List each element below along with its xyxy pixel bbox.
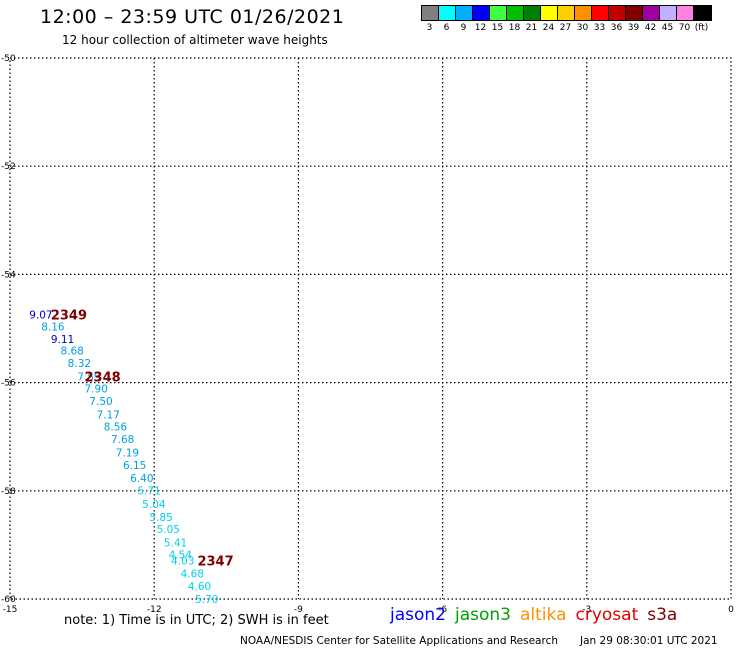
wave-height-label: 5.71 — [137, 485, 160, 497]
legend-label: 30 — [576, 23, 589, 33]
y-tick-label: -52 — [1, 162, 16, 172]
page-subtitle: 12 hour collection of altimeter wave hei… — [62, 33, 328, 47]
wave-height-label: 7.17 — [97, 410, 120, 422]
legend-label: 45 — [661, 23, 674, 33]
legend-label: 27 — [559, 23, 572, 33]
legend-label: 39 — [627, 23, 640, 33]
satellite-altika: altika — [520, 605, 567, 625]
x-tick-label: -3 — [582, 605, 591, 615]
satellite-s3a: s3a — [647, 605, 678, 625]
wave-height-label: 4.54 — [169, 550, 193, 562]
legend-swatch — [439, 6, 456, 20]
wave-height-label: 4.60 — [188, 581, 211, 593]
y-tick-label: -54 — [1, 270, 16, 280]
footer-note: note: 1) Time is in UTC; 2) SWH is in fe… — [64, 613, 329, 628]
legend-swatch — [524, 6, 541, 20]
x-tick-label: -6 — [438, 605, 447, 615]
x-tick-label: 0 — [728, 605, 734, 615]
legend-label: 18 — [508, 23, 521, 33]
wave-height-label: 7.90 — [85, 384, 108, 396]
y-tick-label: -56 — [1, 379, 16, 389]
legend-swatch — [609, 6, 626, 20]
wave-height-label: 5.85 — [149, 512, 172, 524]
wave-height-label: 6.40 — [130, 473, 153, 485]
legend-swatch — [626, 6, 643, 20]
wave-height-label: 7.50 — [89, 396, 112, 408]
legend-swatch — [677, 6, 694, 20]
legend-swatches — [421, 5, 712, 21]
wave-height-label: 7.68 — [111, 434, 134, 446]
time-mark-label: 2349 — [51, 308, 87, 323]
legend-swatch — [456, 6, 473, 20]
legend-swatch — [490, 6, 507, 20]
satellite-legend: jason2 jason3 altika cryosat s3a — [390, 605, 686, 625]
y-tick-label: -58 — [1, 487, 16, 497]
legend-label: 24 — [542, 23, 555, 33]
color-legend: 3 6 9 12 15 18 21 24 27 30 33 36 39 42 45 70 (ft) — [421, 5, 712, 33]
legend-swatch — [592, 6, 609, 20]
legend-swatch — [575, 6, 592, 20]
wave-height-label: 6.15 — [123, 460, 146, 472]
wave-height-label: 5.70 — [195, 594, 218, 606]
time-mark-label: 2348 — [85, 371, 121, 386]
y-tick-label: -60 — [1, 595, 16, 605]
legend-swatch — [660, 6, 677, 20]
credit-text: NOAA/NESDIS Center for Satellite Applica… — [240, 635, 558, 647]
x-tick-label: -9 — [294, 605, 303, 615]
satellite-cryosat: cryosat — [575, 605, 639, 625]
legend-swatch — [558, 6, 575, 20]
wave-height-label: 8.32 — [68, 358, 91, 370]
wave-height-label: 5.04 — [142, 499, 166, 511]
map-frame — [9, 57, 732, 600]
wave-height-label: 4.68 — [181, 569, 204, 581]
legend-swatch — [694, 6, 711, 20]
legend-swatch — [541, 6, 558, 20]
legend-label: 3 — [426, 23, 433, 33]
legend-unit: (ft) — [694, 23, 709, 33]
legend-swatch — [507, 6, 524, 20]
satellite-jason2: jason2 — [390, 605, 446, 625]
wave-height-label: 8.56 — [104, 421, 128, 433]
legend-label: 33 — [593, 23, 606, 33]
legend-label: 6 — [443, 23, 450, 33]
wave-height-label: 9.07 — [29, 309, 52, 321]
wave-height-label: 4.03 — [171, 556, 194, 568]
x-tick-label: -12 — [147, 605, 162, 615]
y-tick-label: -50 — [1, 54, 16, 64]
legend-swatch — [643, 6, 660, 20]
generated-timestamp: Jan 29 08:30:01 UTC 2021 — [580, 635, 718, 647]
wave-height-label: 7.59 — [77, 372, 100, 384]
legend-label: 36 — [610, 23, 623, 33]
legend-label: 12 — [474, 23, 487, 33]
wave-height-label: 8.16 — [41, 321, 65, 333]
page-title: 12:00 – 23:59 UTC 01/26/2021 — [40, 6, 345, 28]
legend-label: 21 — [525, 23, 538, 33]
legend-label: 9 — [460, 23, 467, 33]
wave-height-label: 5.41 — [164, 538, 187, 550]
wave-height-label: 8.68 — [60, 346, 83, 358]
legend-swatch — [422, 6, 439, 20]
legend-label: 70 — [678, 23, 691, 33]
x-tick-label: -15 — [3, 605, 18, 615]
time-mark-label: 2347 — [197, 555, 233, 570]
legend-labels: 3 6 9 12 15 18 21 24 27 30 33 36 39 42 45 70 (ft) — [421, 21, 712, 33]
legend-swatch — [473, 6, 490, 20]
satellite-jason3: jason3 — [455, 605, 511, 625]
wave-height-label: 9.11 — [51, 334, 74, 346]
wave-height-label: 5.05 — [157, 524, 180, 536]
legend-label: 15 — [491, 23, 504, 33]
legend-label: 42 — [644, 23, 657, 33]
wave-height-label: 7.19 — [116, 447, 139, 459]
